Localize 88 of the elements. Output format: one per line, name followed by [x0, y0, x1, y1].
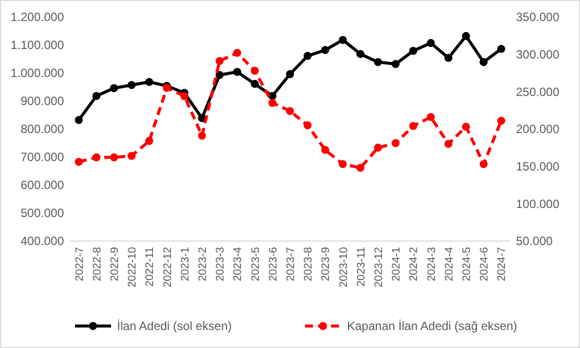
point	[74, 116, 83, 124]
point	[198, 132, 206, 140]
point	[392, 139, 400, 148]
point	[409, 122, 418, 130]
point	[145, 136, 154, 145]
point	[321, 46, 330, 54]
point	[128, 81, 136, 90]
x-tick-label: 2023-4	[232, 247, 244, 282]
x-tick-label: 2024-1	[390, 247, 403, 282]
point	[180, 92, 188, 100]
x-tick-label: 2022-8	[91, 247, 104, 282]
y-tick-label: 800.000	[20, 122, 64, 136]
point	[480, 160, 488, 168]
point	[304, 52, 312, 60]
y-tick-label: 700.000	[20, 150, 64, 164]
point	[497, 44, 506, 53]
x-tick-label: 2024-3	[426, 247, 438, 282]
x-tick-label: 2023-3	[214, 247, 227, 282]
legend-label: İlan Adedi (sol eksen)	[117, 319, 232, 334]
x-tick-label: 2022-7	[74, 247, 86, 282]
point	[356, 50, 364, 58]
point	[480, 58, 488, 66]
point	[462, 32, 470, 40]
point	[338, 160, 347, 168]
point	[392, 60, 400, 68]
point	[250, 80, 259, 88]
point	[92, 153, 100, 162]
x-tick-label: 2024-6	[478, 247, 491, 282]
point	[356, 164, 364, 172]
y-tick-label: 900.000	[20, 94, 64, 108]
point	[444, 54, 452, 62]
y-tick-label: 1.100.000	[10, 38, 64, 52]
y2-tick-label: 150.000	[516, 160, 560, 174]
x-tick-label: 2023-7	[285, 247, 297, 282]
x-tick-label: 2023-9	[320, 247, 332, 282]
x-tick-label: 2023-12	[373, 247, 385, 288]
x-tick-label: 2023-1	[179, 247, 192, 282]
y2-tick-label: 350.000	[516, 10, 560, 24]
point	[374, 58, 382, 66]
y2-tick-label: 50.000	[516, 234, 554, 248]
point	[216, 70, 224, 79]
y-tick-label: 600.000	[20, 178, 64, 192]
y2-tick-label: 300.000	[516, 48, 560, 62]
x-tick-label: 2024-2	[408, 247, 420, 282]
x-tick-label: 2024-5	[461, 247, 473, 282]
point	[497, 116, 506, 125]
point	[92, 92, 100, 100]
x-tick-label: 2023-11	[355, 247, 368, 287]
y-tick-label: 1.200.000	[10, 10, 64, 24]
point	[462, 122, 470, 131]
x-tick-label: 2022-12	[162, 247, 174, 288]
point	[268, 98, 276, 107]
point	[286, 70, 294, 78]
point	[250, 66, 259, 75]
point	[110, 84, 118, 92]
x-tick-label: 2023-10	[338, 247, 350, 288]
legend-label: Kapanan İlan Adedi (sağ eksen)	[347, 319, 518, 334]
point	[426, 39, 435, 48]
x-tick-label: 2023-2	[197, 247, 209, 282]
point	[110, 153, 118, 162]
x-tick-label: 2024-4	[443, 247, 456, 282]
y-tick-label: 400.000	[20, 234, 64, 248]
point	[409, 46, 418, 55]
point	[444, 140, 452, 148]
point	[304, 121, 312, 130]
x-tick-label: 2023-5	[250, 247, 262, 282]
y-tick-label: 1.000.000	[10, 66, 64, 80]
point	[321, 146, 330, 154]
point	[216, 57, 224, 66]
point	[233, 48, 242, 57]
point	[374, 144, 382, 152]
x-tick-label: 2022-11	[144, 247, 156, 287]
x-tick-label: 2022-10	[126, 247, 139, 288]
point	[286, 107, 294, 116]
y-tick-label: 500.000	[20, 206, 64, 220]
x-tick-label: 2023-6	[267, 247, 280, 282]
y2-tick-label: 100.000	[516, 196, 560, 211]
point	[233, 68, 242, 76]
point	[128, 152, 136, 160]
point	[338, 36, 347, 44]
y2-tick-label: 200.000	[516, 122, 560, 136]
point	[426, 113, 435, 122]
point	[74, 158, 83, 166]
x-tick-label: 2022-9	[109, 247, 121, 282]
x-tick-label: 2023-8	[302, 247, 315, 282]
point	[145, 78, 154, 86]
x-tick-label: 2024-7	[496, 247, 508, 282]
y2-tick-label: 250.000	[516, 84, 560, 99]
